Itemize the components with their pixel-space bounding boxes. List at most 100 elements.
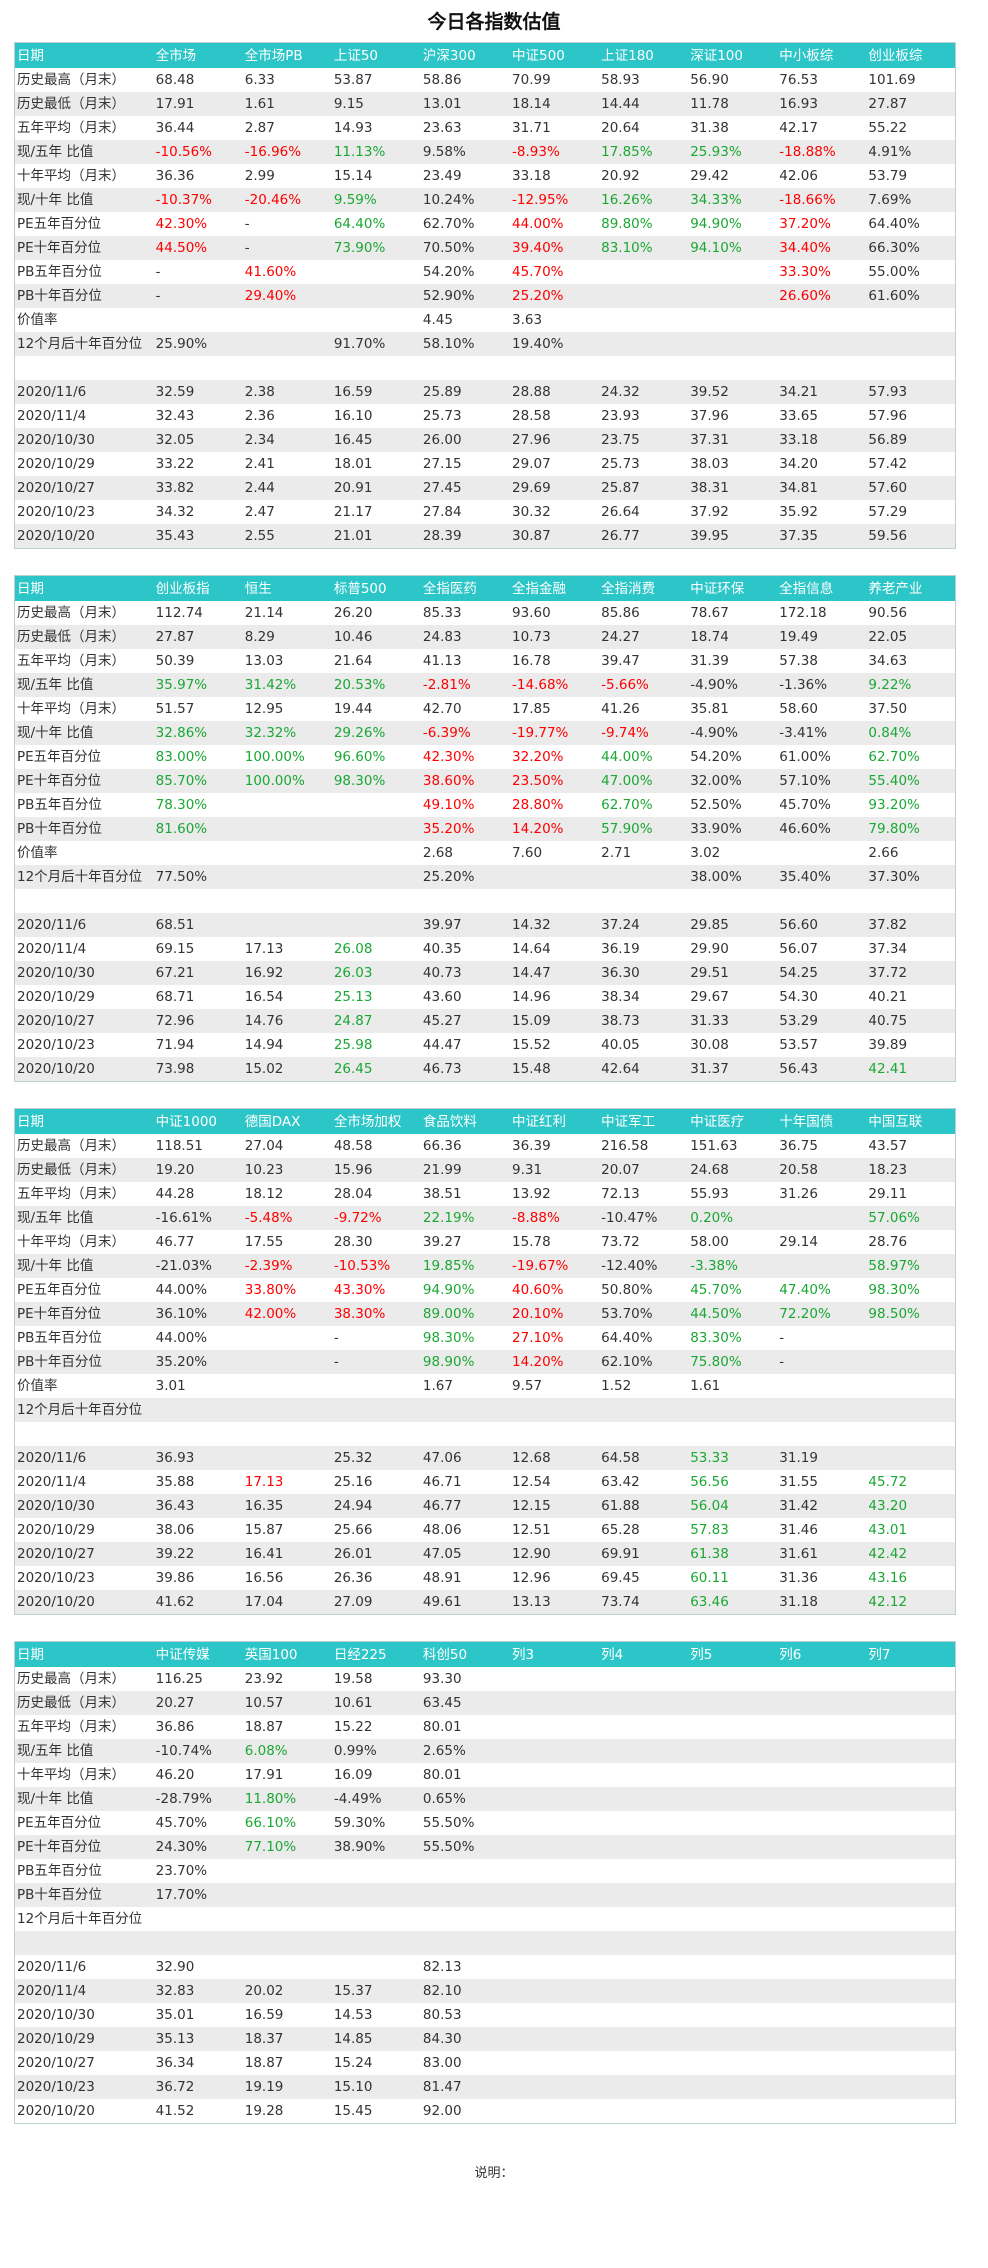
- table-cell: 25.73: [599, 452, 689, 476]
- table-cell: 42.70: [420, 697, 511, 721]
- table-cell: 56.43: [777, 1057, 867, 1082]
- table-row: 现/十年 比值 -28.79% 11.80% -4.49% 0.65%: [14, 1787, 956, 1811]
- table-cell: 90.56: [866, 601, 956, 625]
- table-cell: -1.36%: [777, 673, 867, 697]
- table-cell: 46.60%: [777, 817, 867, 841]
- table-cell: 16.10: [331, 404, 421, 428]
- table-cell: [599, 2027, 689, 2051]
- table-cell: 36.43: [153, 1494, 243, 1518]
- table-cell: 33.90%: [688, 817, 778, 841]
- table-cell: -5.48%: [242, 1206, 332, 1230]
- table-row: 12个月后十年百分位: [14, 1907, 956, 1931]
- table-cell: 9.15: [331, 92, 421, 116]
- table-cell: 10.57: [242, 1691, 332, 1715]
- table-cell: [777, 1398, 867, 1422]
- table-cell: 39.95: [688, 524, 778, 549]
- table-cell: 21.99: [420, 1158, 511, 1182]
- table-row: 十年平均（月末） 51.57 12.95 19.44 42.70 17.85 41.26 35…: [14, 697, 956, 721]
- table-cell: 34.40%: [777, 236, 867, 260]
- table-row: 五年平均（月末） 50.39 13.03 21.64 41.13 16.78 39.47 31…: [14, 649, 956, 673]
- table-cell: 43.16: [866, 1566, 956, 1590]
- table-cell: 80.01: [420, 1763, 511, 1787]
- table-cell: 85.70%: [153, 769, 243, 793]
- table-cell: 55.22: [866, 116, 956, 140]
- table-cell: 42.00%: [242, 1302, 332, 1326]
- table-cell: [420, 1422, 511, 1446]
- table-cell: 43.20: [866, 1494, 956, 1518]
- table-cell: [599, 1955, 689, 1979]
- table-cell: 36.30: [599, 961, 689, 985]
- row-label: 五年平均（月末）: [14, 649, 154, 673]
- table-cell: [688, 889, 778, 913]
- table-row: 历史最低（月末） 20.27 10.57 10.61 63.45: [14, 1691, 956, 1715]
- table-cell: 35.97%: [153, 673, 243, 697]
- row-label: 价值率: [14, 308, 154, 332]
- table-cell: 40.35: [420, 937, 511, 961]
- table-cell: 28.58: [510, 404, 600, 428]
- table-row: PE五年百分位 83.00% 100.00% 96.60% 42.30% 32.20% 44…: [14, 745, 956, 769]
- table-cell: [331, 308, 421, 332]
- table-cell: 17.04: [242, 1590, 332, 1615]
- table-cell: [153, 889, 243, 913]
- table-cell: 18.12: [242, 1182, 332, 1206]
- table-cell: 45.27: [420, 1009, 511, 1033]
- table-cell: [599, 2003, 689, 2027]
- table-cell: [510, 1691, 600, 1715]
- table-cell: 57.93: [866, 380, 956, 404]
- row-label: 2020/10/30: [14, 428, 154, 452]
- table-cell: 73.72: [599, 1230, 689, 1254]
- table-cell: 57.29: [866, 500, 956, 524]
- table-cell: 15.09: [510, 1009, 600, 1033]
- table-row: PB五年百分位 23.70%: [14, 1859, 956, 1883]
- table-cell: [510, 356, 600, 380]
- table-cell: [599, 284, 689, 308]
- table-cell: 11.13%: [331, 140, 421, 164]
- table-cell: 19.49: [777, 625, 867, 649]
- table-cell: 29.67: [688, 985, 778, 1009]
- table-cell: [153, 1398, 243, 1422]
- table-cell: -2.39%: [242, 1254, 332, 1278]
- table-cell: 101.69: [866, 68, 956, 92]
- table-cell: [242, 356, 332, 380]
- row-label: PE五年百分位: [14, 745, 154, 769]
- table-cell: 25.20%: [420, 865, 511, 889]
- table-cell: 27.10%: [510, 1326, 600, 1350]
- table-cell: [242, 1907, 332, 1931]
- table-cell: [688, 2099, 778, 2124]
- table-cell: 26.36: [331, 1566, 421, 1590]
- table-cell: 43.57: [866, 1134, 956, 1158]
- table-row: 历史最高（月末） 112.74 21.14 26.20 85.33 93.60 85.86 7…: [14, 601, 956, 625]
- row-label: 2020/10/20: [14, 524, 154, 549]
- row-label: 价值率: [14, 841, 154, 865]
- table-cell: 45.72: [866, 1470, 956, 1494]
- table-row: PE十年百分位 44.50% -73.90% 70.50% 39.40% 83.10% 94…: [14, 236, 956, 260]
- row-label: 2020/10/23: [14, 2075, 154, 2099]
- table-cell: [866, 356, 956, 380]
- table-spacer: [0, 1082, 988, 1108]
- table-cell: 2.65%: [420, 1739, 511, 1763]
- table-cell: 31.26: [777, 1182, 867, 1206]
- table-cell: 10.73: [510, 625, 600, 649]
- row-label: 五年平均（月末）: [14, 1715, 154, 1739]
- table-cell: 37.50: [866, 697, 956, 721]
- row-label: 历史最低（月末）: [14, 92, 154, 116]
- table-cell: [688, 1422, 778, 1446]
- table-cell: [777, 1691, 867, 1715]
- table-cell: 18.37: [242, 2027, 332, 2051]
- table-cell: 15.10: [331, 2075, 421, 2099]
- row-label: [14, 1422, 154, 1446]
- table-cell: [866, 308, 956, 332]
- table-cell: [242, 1931, 332, 1955]
- table-cell: 57.38: [777, 649, 867, 673]
- column-header: 中证军工: [599, 1108, 689, 1134]
- table-cell: [866, 1422, 956, 1446]
- table-cell: 82.10: [420, 1979, 511, 2003]
- table-cell: 44.00%: [599, 745, 689, 769]
- table-cell: 37.30%: [866, 865, 956, 889]
- row-label: 2020/10/20: [14, 1057, 154, 1082]
- table-cell: [599, 1859, 689, 1883]
- table-cell: 6.33: [242, 68, 332, 92]
- table-cell: [866, 2051, 956, 2075]
- table-cell: [242, 1859, 332, 1883]
- table-cell: [688, 356, 778, 380]
